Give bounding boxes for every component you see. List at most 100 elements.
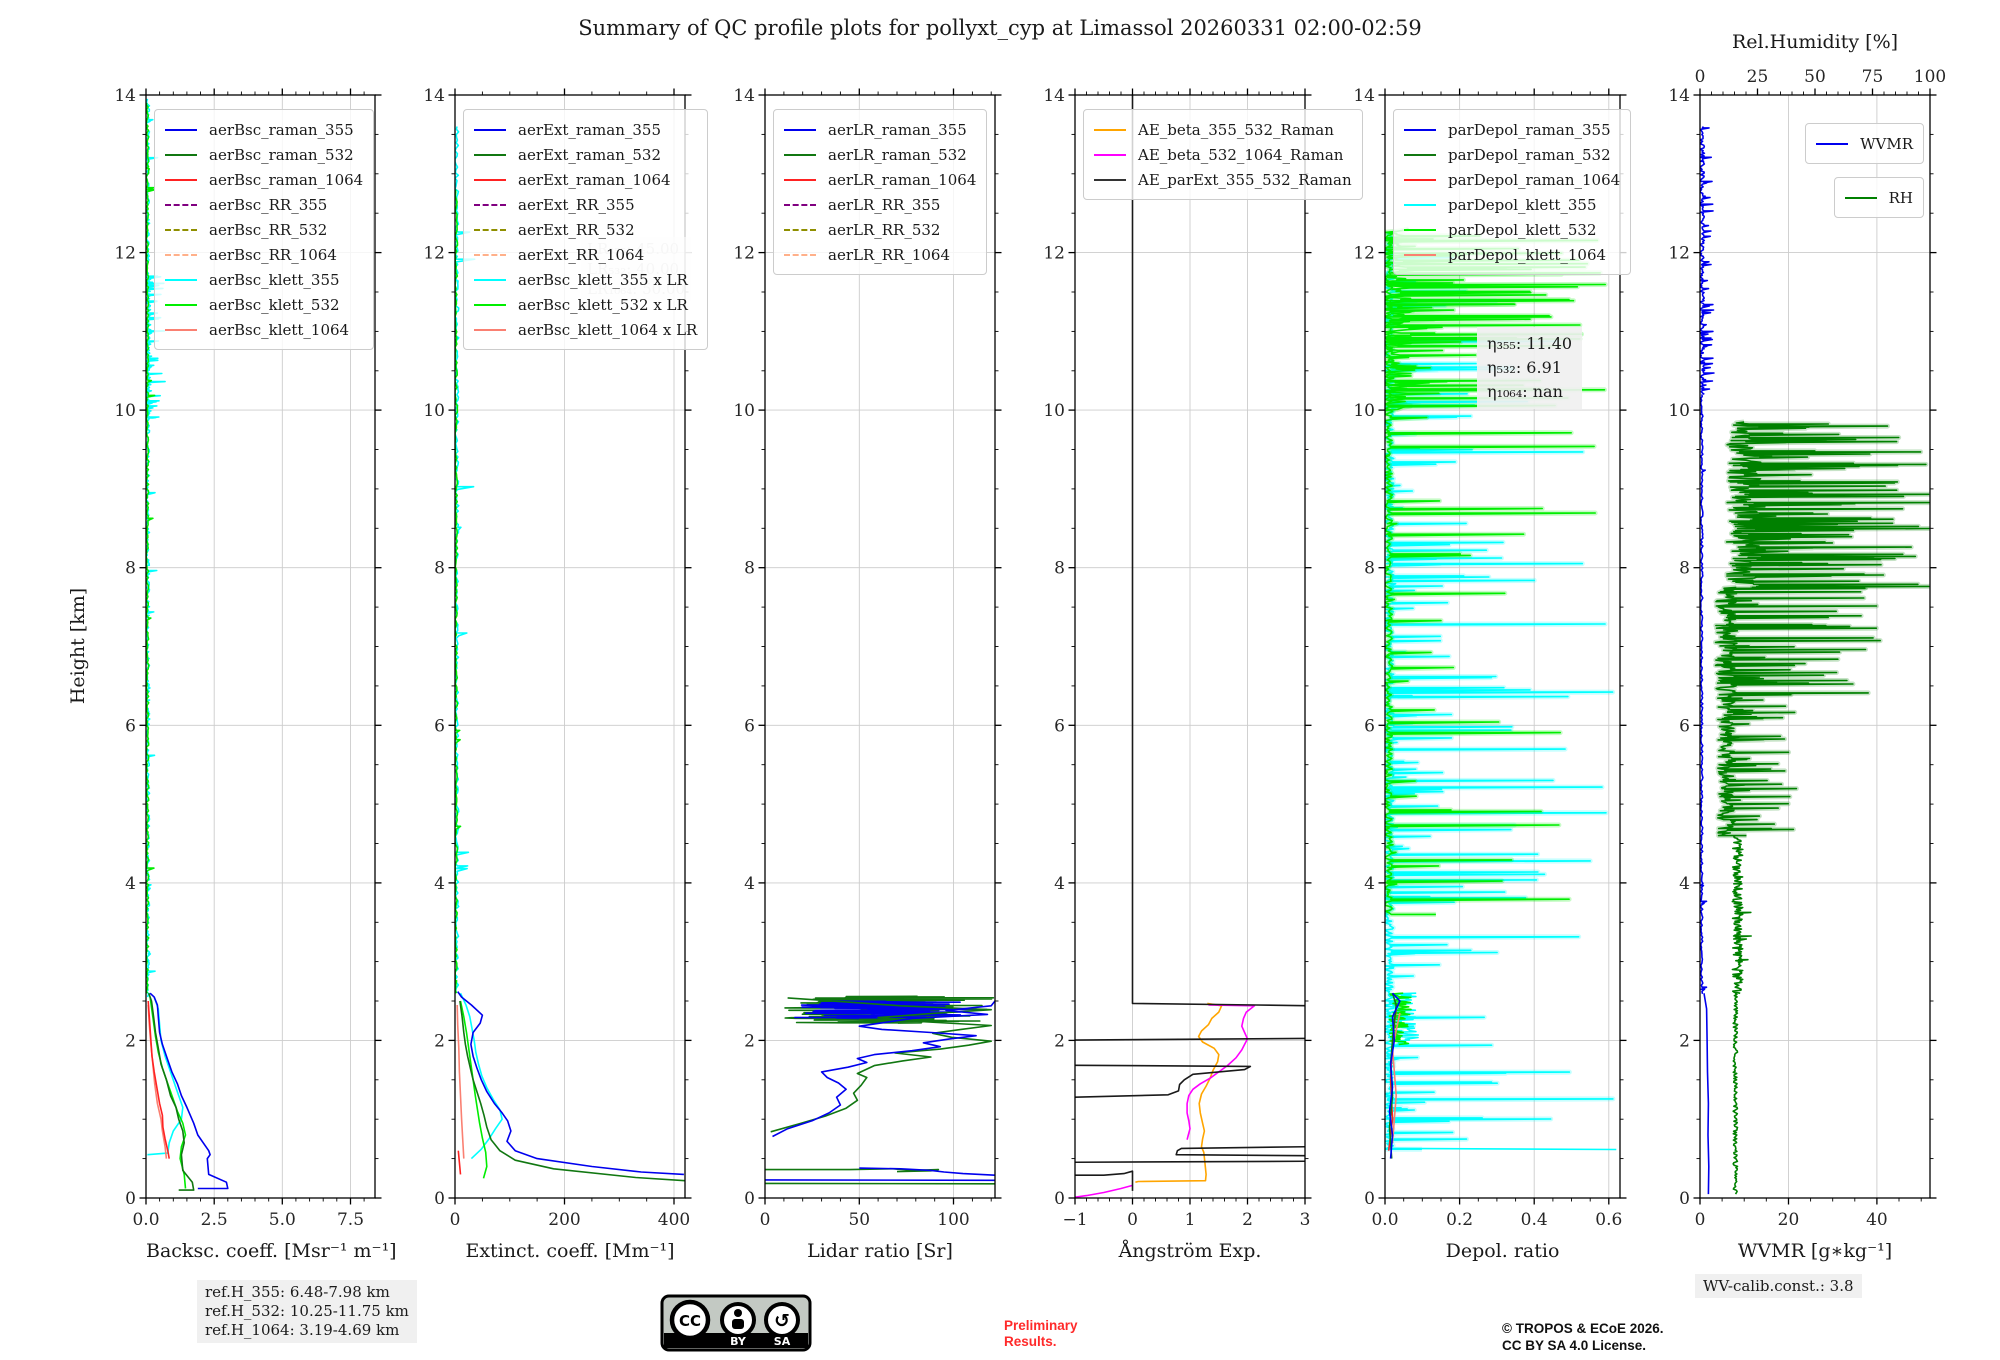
x-axis-label-lidar-ratio: Lidar ratio [Sr]: [807, 1240, 953, 1262]
panel-lidar-ratio: 0 50 100 0 2 4 6 8 10 12 14 aerLR_raman_355 aerLR_r…: [733, 86, 1002, 1262]
svg-text:0: 0: [125, 1189, 136, 1209]
top-axis-label-rh: Rel.Humidity [%]: [1731, 31, 1899, 53]
svg-text:50: 50: [848, 1210, 870, 1230]
legend-line-swatch: [1404, 253, 1436, 256]
svg-text:0: 0: [744, 1189, 755, 1209]
legend-line-swatch: [474, 303, 506, 306]
legend-item-label: WVMR: [1860, 134, 1913, 153]
legend-line-swatch: [474, 328, 506, 331]
svg-text:0.0: 0.0: [132, 1210, 159, 1230]
legend-item: aerBsc_klett_355: [165, 267, 363, 292]
svg-text:2: 2: [125, 1031, 136, 1051]
legend-line-swatch: [1844, 196, 1877, 199]
svg-text:5.0: 5.0: [269, 1210, 296, 1230]
legend-item-label: aerExt_raman_355: [518, 120, 661, 139]
legend-backscatter: aerBsc_raman_355 aerBsc_raman_532 aerBsc_r…: [154, 109, 375, 350]
cc-icon: CC: [669, 1299, 711, 1341]
lidar-ratio-plot: 0 50 100 0 2 4 6 8 10 12 14: [733, 86, 1002, 1230]
legend-line-swatch: [165, 178, 197, 181]
legend-item: aerLR_raman_355: [784, 117, 976, 142]
svg-text:0: 0: [760, 1210, 771, 1230]
svg-text:0.6: 0.6: [1595, 1210, 1622, 1230]
svg-text:12: 12: [114, 244, 136, 264]
svg-text:1: 1: [1185, 1210, 1196, 1230]
legend-item-label: AE_parExt_355_532_Raman: [1138, 170, 1352, 189]
svg-text:4: 4: [1679, 874, 1690, 894]
svg-text:4: 4: [125, 874, 136, 894]
svg-text:400: 400: [658, 1210, 690, 1230]
legend-item: aerBsc_raman_532: [165, 142, 363, 167]
wvmr-plot: 0 20 40 0 25 50 75 100 0 2 4 6 8 10 12 14: [1668, 67, 1946, 1230]
legend-extinction: aerExt_raman_355 aerExt_raman_532 aerExt_r…: [463, 109, 709, 350]
legend-item: aerLR_RR_1064: [784, 242, 976, 267]
svg-text:6: 6: [1054, 716, 1065, 736]
svg-text:0: 0: [450, 1210, 461, 1230]
license-line2: CC BY SA 4.0 License.: [1502, 1338, 1647, 1353]
panel-angstroem: −1 0 1 2 3 0 2 4 6 8 10 12 14 AE_beta_355_532_Raman A…: [1043, 86, 1363, 1262]
legend-item-label: aerBsc_klett_1064: [209, 320, 350, 339]
svg-text:−1: −1: [1062, 1210, 1087, 1230]
legend-line-swatch: [784, 153, 816, 156]
svg-text:BY: BY: [730, 1335, 747, 1348]
svg-text:0: 0: [1054, 1189, 1065, 1209]
legend-wvmr: WVMR: [1805, 123, 1924, 164]
legend-item: AE_beta_355_532_Raman: [1094, 117, 1352, 142]
depolarization-plot: 0.0 0.2 0.4 0.6 0 2 4 6 8 10 12 14: [1353, 86, 1627, 1230]
preliminary-results-note: Preliminary Results.: [1004, 1318, 1078, 1350]
legend-item-label: parDepol_klett_532: [1448, 220, 1597, 239]
legend-item-label: parDepol_raman_355: [1448, 120, 1611, 139]
legend-line-swatch: [165, 128, 197, 131]
legend-line-swatch: [1404, 153, 1436, 156]
legend-item-label: aerExt_RR_532: [518, 220, 635, 239]
legend-item-label: parDepol_raman_1064: [1448, 170, 1621, 189]
legend-item: parDepol_klett_355: [1404, 192, 1620, 217]
reference-height-note: ref.H_355: 6.48-7.98 km ref.H_532: 10.25…: [197, 1280, 417, 1343]
legend-item-label: aerBsc_klett_1064 x LR: [518, 320, 698, 339]
legend-item: aerExt_raman_1064: [474, 167, 697, 192]
svg-text:8: 8: [1679, 559, 1690, 579]
svg-text:8: 8: [434, 559, 445, 579]
legend-rh: RH: [1833, 177, 1924, 218]
legend-item-label: RH: [1888, 188, 1913, 207]
svg-text:14: 14: [733, 86, 755, 106]
legend-line-swatch: [474, 253, 506, 256]
legend-item-label: aerBsc_raman_355: [209, 120, 354, 139]
svg-text:12: 12: [1043, 244, 1065, 264]
svg-text:2: 2: [1679, 1031, 1690, 1051]
legend-line-swatch: [165, 203, 197, 206]
legend-line-swatch: [784, 253, 816, 256]
svg-text:14: 14: [114, 86, 136, 106]
legend-item-label: parDepol_klett_355: [1448, 195, 1597, 214]
svg-text:2: 2: [744, 1031, 755, 1051]
legend-line-swatch: [1404, 203, 1436, 206]
legend-item-label: aerBsc_klett_355 x LR: [518, 270, 688, 289]
legend-item-label: aerBsc_RR_355: [209, 195, 328, 214]
legend-item-label: aerExt_RR_1064: [518, 245, 645, 264]
svg-text:↺: ↺: [774, 1310, 790, 1332]
eta532-note: η₅₃₂: 6.91: [1487, 358, 1562, 377]
svg-text:4: 4: [1364, 874, 1375, 894]
legend-item: aerBsc_klett_355 x LR: [474, 267, 697, 292]
refh-355: ref.H_355: 6.48-7.98 km: [205, 1283, 390, 1301]
legend-item: aerExt_raman_532: [474, 142, 697, 167]
svg-text:50: 50: [1804, 67, 1826, 87]
legend-depolarization: parDepol_raman_355 parDepol_raman_532 parD…: [1393, 109, 1632, 275]
svg-text:12: 12: [1353, 244, 1375, 264]
legend-item-label: aerExt_raman_1064: [518, 170, 671, 189]
legend-line-swatch: [1404, 128, 1436, 131]
svg-text:6: 6: [1679, 716, 1690, 736]
svg-text:8: 8: [744, 559, 755, 579]
legend-item: aerExt_RR_532: [474, 217, 697, 242]
legend-item: aerLR_RR_355: [784, 192, 976, 217]
svg-text:0: 0: [1695, 67, 1706, 87]
x-axis-label-extinction: Extinct. coeff. [Mm⁻¹]: [465, 1240, 675, 1262]
license-line1: © TROPOS & ECoE 2026.: [1502, 1321, 1664, 1336]
legend-item: aerBsc_RR_1064: [165, 242, 363, 267]
svg-text:4: 4: [434, 874, 445, 894]
legend-line-swatch: [165, 228, 197, 231]
svg-text:2: 2: [1242, 1210, 1253, 1230]
eta-calibration-note: η₃₅₅: 11.40 η₅₃₂: 6.91 η₁₀₆₄: nan: [1477, 327, 1583, 409]
legend-line-swatch: [165, 328, 197, 331]
legend-line-swatch: [165, 253, 197, 256]
